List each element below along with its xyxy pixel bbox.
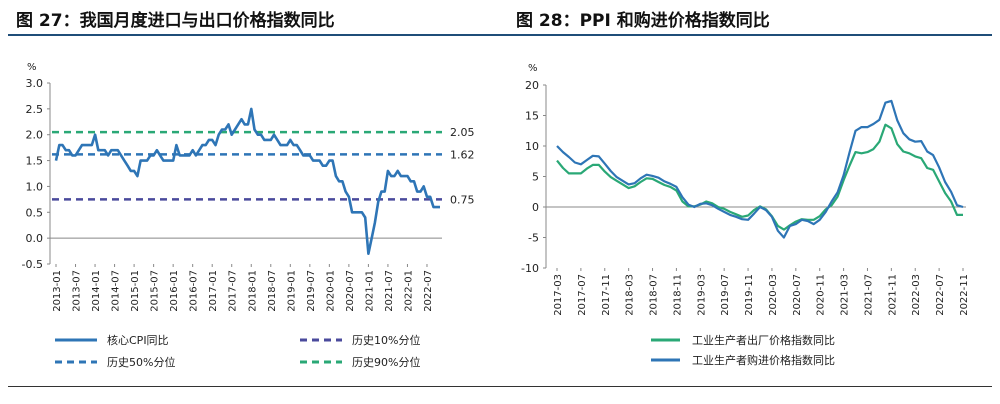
right-x-tick-label: 2021-03 [840, 274, 851, 316]
right-series-line-purchase-price [556, 99, 964, 239]
right-y-tick-label: 5 [532, 171, 539, 184]
left-y-tick-label: 1.0 [26, 180, 44, 193]
left-y-tick-label: 1.5 [26, 155, 44, 168]
left-legend-label: 核心CPI同比 [107, 333, 169, 347]
right-x-tick-label: 2017-07 [577, 274, 588, 316]
left-y-tick-label: 2.5 [26, 103, 44, 116]
left-legend-label: 历史90%分位 [352, 355, 420, 369]
left-legend-label: 历史50%分位 [107, 355, 175, 369]
left-x-tick-label: 2014-07 [111, 270, 122, 312]
right-y-tick-label: -10 [521, 262, 539, 275]
left-x-tick-label: 2021-01 [364, 270, 375, 312]
left-ref-line-label: 2.05 [450, 126, 475, 139]
left-x-tick-label: 2015-01 [130, 270, 141, 312]
left-x-tick-label: 2017-01 [208, 270, 219, 312]
right-x-tick-label: 2022-07 [935, 274, 946, 316]
left-x-tick-label: 2021-07 [384, 270, 395, 312]
right-x-tick-label: 2019-11 [744, 274, 755, 316]
right-x-tick-label: 2018-03 [625, 274, 636, 316]
right-y-tick-label: -5 [528, 232, 539, 245]
right-y-axis-unit: % [528, 63, 538, 74]
left-y-tick-label: 0.5 [26, 206, 44, 219]
left-y-tick-label: 0.0 [26, 232, 44, 245]
left-ref-line-label: 0.75 [450, 193, 475, 206]
left-x-tick-label: 2013-07 [72, 270, 83, 312]
footer-rule [8, 386, 992, 387]
title-rule [8, 34, 992, 36]
right-x-tick-label: 2018-07 [649, 274, 660, 316]
left-x-tick-label: 2018-07 [267, 270, 278, 312]
right-x-tick-label: 2019-03 [696, 274, 707, 316]
left-y-tick-label: 2.0 [26, 129, 44, 142]
right-x-tick-label: 2021-11 [887, 274, 898, 316]
left-x-tick-label: 2013-01 [52, 270, 63, 312]
right-y-tick-label: 15 [525, 110, 539, 123]
right-x-tick-label: 2017-11 [601, 274, 612, 316]
right-x-tick-label: 2021-07 [863, 274, 874, 316]
left-x-tick-label: 2022-07 [423, 270, 434, 312]
left-x-tick-label: 2016-01 [169, 270, 180, 312]
right-legend-label: 工业生产者购进价格指数同比 [692, 353, 835, 367]
left-x-tick-label: 2020-07 [345, 270, 356, 312]
left-x-tick-label: 2018-01 [247, 270, 258, 312]
right-legend-label: 工业生产者出厂价格指数同比 [692, 333, 835, 347]
right-x-tick-label: 2018-11 [672, 274, 683, 316]
left-x-tick-label: 2020-01 [325, 270, 336, 312]
right-y-tick-label: 10 [525, 140, 539, 153]
left-x-tick-label: 2017-07 [228, 270, 239, 312]
right-x-tick-label: 2022-11 [959, 274, 970, 316]
left-chart-title: 图 27：我国月度进口与出口价格指数同比 [16, 11, 335, 31]
right-y-tick-label: 20 [525, 79, 539, 92]
right-chart-title: 图 28：PPI 和购进价格指数同比 [516, 11, 770, 31]
left-y-tick-label: -0.5 [22, 258, 43, 271]
left-x-tick-label: 2015-07 [150, 270, 161, 312]
left-x-tick-label: 2014-01 [91, 270, 102, 312]
right-x-tick-label: 2020-03 [768, 274, 779, 316]
right-y-tick-label: 0 [532, 201, 539, 214]
right-x-tick-label: 2022-03 [911, 274, 922, 316]
right-x-tick-label: 2019-07 [720, 274, 731, 316]
left-y-axis-unit: % [27, 62, 37, 73]
left-ref-line-label: 1.62 [450, 148, 475, 161]
right-x-tick-label: 2020-11 [816, 274, 827, 316]
left-x-tick-label: 2016-07 [189, 270, 200, 312]
left-legend-label: 历史10%分位 [352, 333, 420, 347]
left-y-tick-label: 3.0 [26, 77, 44, 90]
right-x-tick-label: 2020-07 [792, 274, 803, 316]
left-series-line-core-cpi [54, 107, 440, 255]
left-x-tick-label: 2022-01 [403, 270, 414, 312]
left-x-tick-label: 2019-07 [306, 270, 317, 312]
right-x-tick-label: 2017-03 [553, 274, 564, 316]
left-x-tick-label: 2019-01 [286, 270, 297, 312]
